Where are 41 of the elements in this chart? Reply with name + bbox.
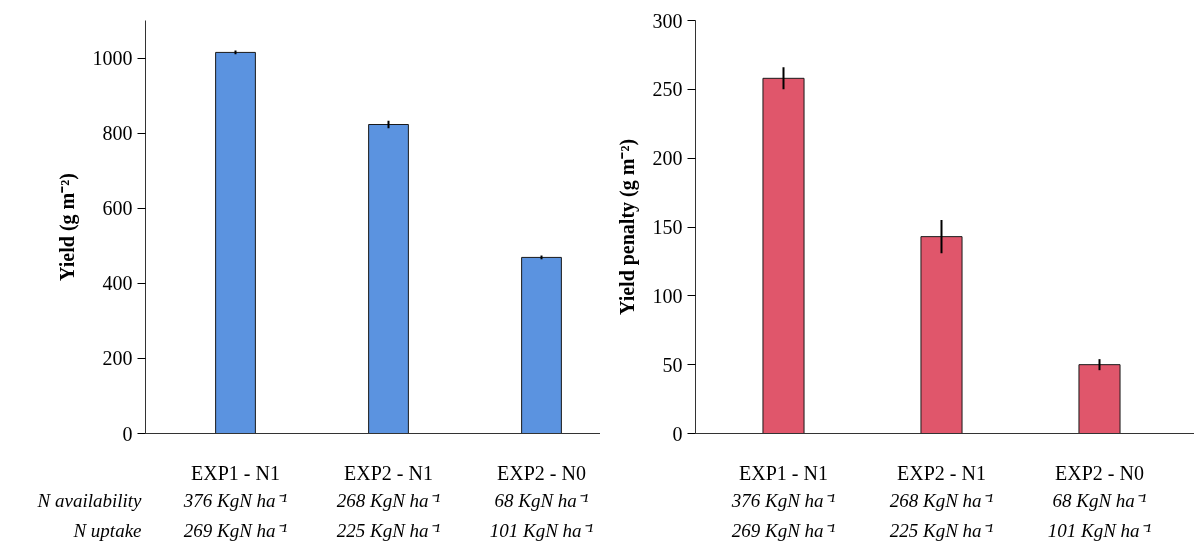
text: N uptake xyxy=(72,520,142,541)
y-tick-label: 200 xyxy=(652,147,683,170)
text: 68 KgN ha⁻¹ xyxy=(1052,490,1147,511)
bar xyxy=(1078,364,1121,434)
text: 268 KgN ha⁻¹ xyxy=(889,490,994,511)
text: N availability xyxy=(36,490,143,511)
text: 68 KgN ha⁻¹ xyxy=(494,490,589,511)
y-tick-label: 1000 xyxy=(92,47,133,70)
x-tick-label: EXP2 - N0 xyxy=(497,461,586,484)
x-tick-label: EXP1 - N1 xyxy=(739,461,828,484)
y-axis-title: Yield (g m⁻²) xyxy=(55,173,79,281)
y-tick-label: 200 xyxy=(102,347,133,370)
y-tick-label: 50 xyxy=(662,353,683,376)
text: 269 KgN ha⁻¹ xyxy=(731,520,836,541)
x-tick-label: EXP2 - N1 xyxy=(344,461,433,484)
text: 225 KgN ha⁻¹ xyxy=(336,520,441,541)
y-tick-label: 400 xyxy=(102,272,133,295)
text: 376 KgN ha⁻¹ xyxy=(730,490,836,511)
bar xyxy=(521,256,562,434)
text: 269 KgN ha⁻¹ xyxy=(183,520,288,541)
bar xyxy=(762,77,805,434)
x-tick-label: EXP2 - N0 xyxy=(1055,461,1144,484)
bar xyxy=(215,51,256,434)
y-tick-label: 0 xyxy=(672,422,683,445)
text: 225 KgN ha⁻¹ xyxy=(889,520,994,541)
bar xyxy=(920,236,963,434)
text: 268 KgN ha⁻¹ xyxy=(336,490,441,511)
y-tick-label: 150 xyxy=(652,216,683,238)
y-tick-label: 0 xyxy=(122,422,133,445)
y-axis-title: Yield penalty (g m⁻²) xyxy=(615,138,639,316)
text: 101 KgN ha⁻¹ xyxy=(489,520,594,541)
x-tick-label: EXP2 - N1 xyxy=(897,461,986,484)
y-tick-label: 600 xyxy=(102,197,133,220)
y-tick-label: 100 xyxy=(652,284,683,307)
y-tick-label: 800 xyxy=(102,122,133,145)
bar xyxy=(368,124,409,434)
text: 101 KgN ha⁻¹ xyxy=(1047,520,1152,541)
x-tick-label: EXP1 - N1 xyxy=(191,461,280,484)
y-tick-label: 300 xyxy=(652,9,683,32)
text: 376 KgN ha⁻¹ xyxy=(182,490,288,511)
y-tick-label: 250 xyxy=(652,78,683,101)
